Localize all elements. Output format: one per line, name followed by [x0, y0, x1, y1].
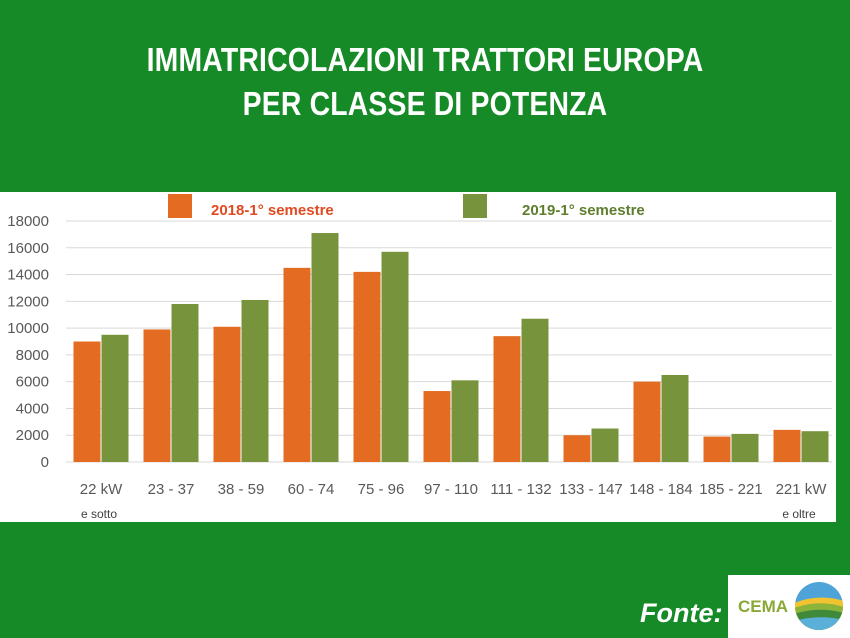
cema-globe-icon: [795, 582, 843, 630]
legend-label-2019: 2019-1° semestre: [522, 202, 645, 219]
bar-2018: [353, 271, 381, 462]
bar-2018: [73, 341, 101, 462]
bar-chart: 0 2000 4000 6000 8000 10000 12000 14000 16000 180…: [7, 194, 832, 521]
x-tick-label: 148 - 184: [629, 481, 692, 498]
title-line-2: PER CLASSE DI POTENZA: [242, 85, 608, 122]
y-tick-label: 2000: [16, 427, 49, 444]
chart-panel: 0 2000 4000 6000 8000 10000 12000 14000 16000 180…: [0, 192, 836, 522]
logo-text: CEMA: [738, 597, 789, 616]
x-tick-label: 221 kW: [776, 481, 828, 498]
bar-2018: [633, 381, 661, 462]
y-tick-label: 16000: [7, 240, 49, 257]
y-tick-label: 8000: [16, 347, 49, 364]
bar-2018: [143, 329, 171, 462]
bar-2019: [731, 433, 759, 462]
x-tick-label: 111 - 132: [490, 481, 551, 498]
bar-2018: [423, 391, 451, 462]
x-tick-label: 75 - 96: [358, 481, 405, 498]
source-label: Fonte:: [640, 598, 723, 628]
bar-2019: [171, 304, 199, 462]
cema-logo: CEMA: [728, 575, 850, 638]
bar-2018: [213, 326, 241, 462]
bar-2019: [661, 374, 689, 462]
bar-2018: [703, 436, 731, 462]
title-line-1: IMMATRICOLAZIONI TRATTORI EUROPA: [146, 41, 704, 78]
y-tick-label: 6000: [16, 374, 49, 391]
bar-2018: [563, 435, 591, 462]
y-tick-label: 10000: [7, 320, 49, 337]
bar-2019: [241, 299, 269, 462]
bar-2018: [493, 336, 521, 462]
x-tick-label: 60 - 74: [288, 481, 335, 498]
y-tick-label: 0: [41, 454, 49, 471]
legend-swatch-2019: [463, 194, 487, 218]
x-tick-label: 22 kW: [80, 481, 123, 498]
bar-2019: [101, 334, 129, 462]
x-tick-sublabel: e oltre: [782, 507, 816, 521]
x-tick-label: 133 - 147: [559, 481, 622, 498]
x-tick-label: 97 - 110: [424, 481, 478, 498]
bar-2019: [591, 428, 619, 462]
legend-swatch-2018: [168, 194, 192, 218]
bar-2018: [283, 267, 311, 462]
bar-2019: [521, 318, 549, 462]
bar-2019: [801, 431, 829, 462]
x-tick-label: 185 - 221: [699, 481, 762, 498]
bar-2019: [451, 380, 479, 462]
chart-title: IMMATRICOLAZIONI TRATTORI EUROPA PER CLA…: [60, 38, 791, 126]
y-tick-label: 18000: [7, 213, 49, 230]
legend-label-2018: 2018-1° semestre: [211, 202, 334, 219]
bar-2019: [311, 233, 339, 462]
bar-2019: [381, 251, 409, 462]
x-tick-sublabel: e sotto: [81, 507, 117, 521]
y-tick-label: 14000: [7, 267, 49, 284]
x-tick-label: 38 - 59: [218, 481, 265, 498]
y-tick-label: 4000: [16, 400, 49, 417]
y-tick-label: 12000: [7, 293, 49, 310]
x-tick-label: 23 - 37: [148, 481, 195, 498]
bar-2018: [773, 429, 801, 462]
